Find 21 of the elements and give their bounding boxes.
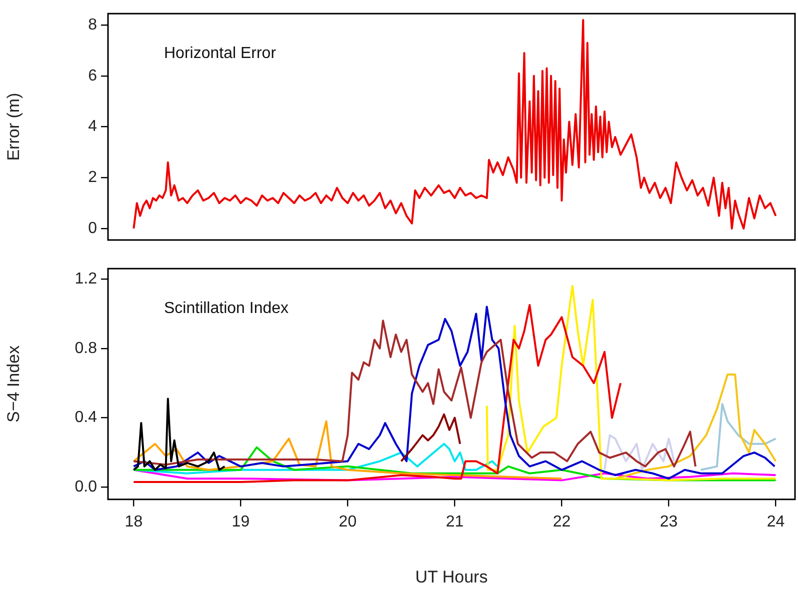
- y-tick-label: 8: [88, 16, 98, 34]
- y-tick-label: 6: [88, 67, 98, 84]
- y-tick-label: 4: [88, 118, 98, 136]
- x-tick-label: 18: [124, 513, 143, 530]
- y-tick-label: 1.2: [74, 270, 98, 288]
- y-tick-label: 0.8: [74, 340, 98, 357]
- x-tick-label: 19: [232, 513, 250, 530]
- x-tick-label: 20: [338, 513, 357, 530]
- y-tick-label: 0: [88, 220, 98, 237]
- y-axis-title: S−4 Index: [4, 344, 23, 423]
- x-tick-label: 24: [766, 513, 785, 530]
- x-tick-label: 23: [660, 513, 678, 530]
- y-axis-title: Error (m): [4, 92, 23, 161]
- annotation: Scintillation Index: [164, 300, 289, 318]
- x-axis-title: UT Hours: [415, 567, 488, 586]
- y-tick-label: 2: [88, 169, 98, 186]
- x-tick-label: 22: [552, 513, 571, 530]
- y-tick-label: 0.4: [74, 409, 98, 426]
- y-tick-label: 0.0: [74, 478, 98, 496]
- annotation: Horizontal Error: [164, 45, 277, 62]
- x-tick-label: 21: [446, 513, 464, 530]
